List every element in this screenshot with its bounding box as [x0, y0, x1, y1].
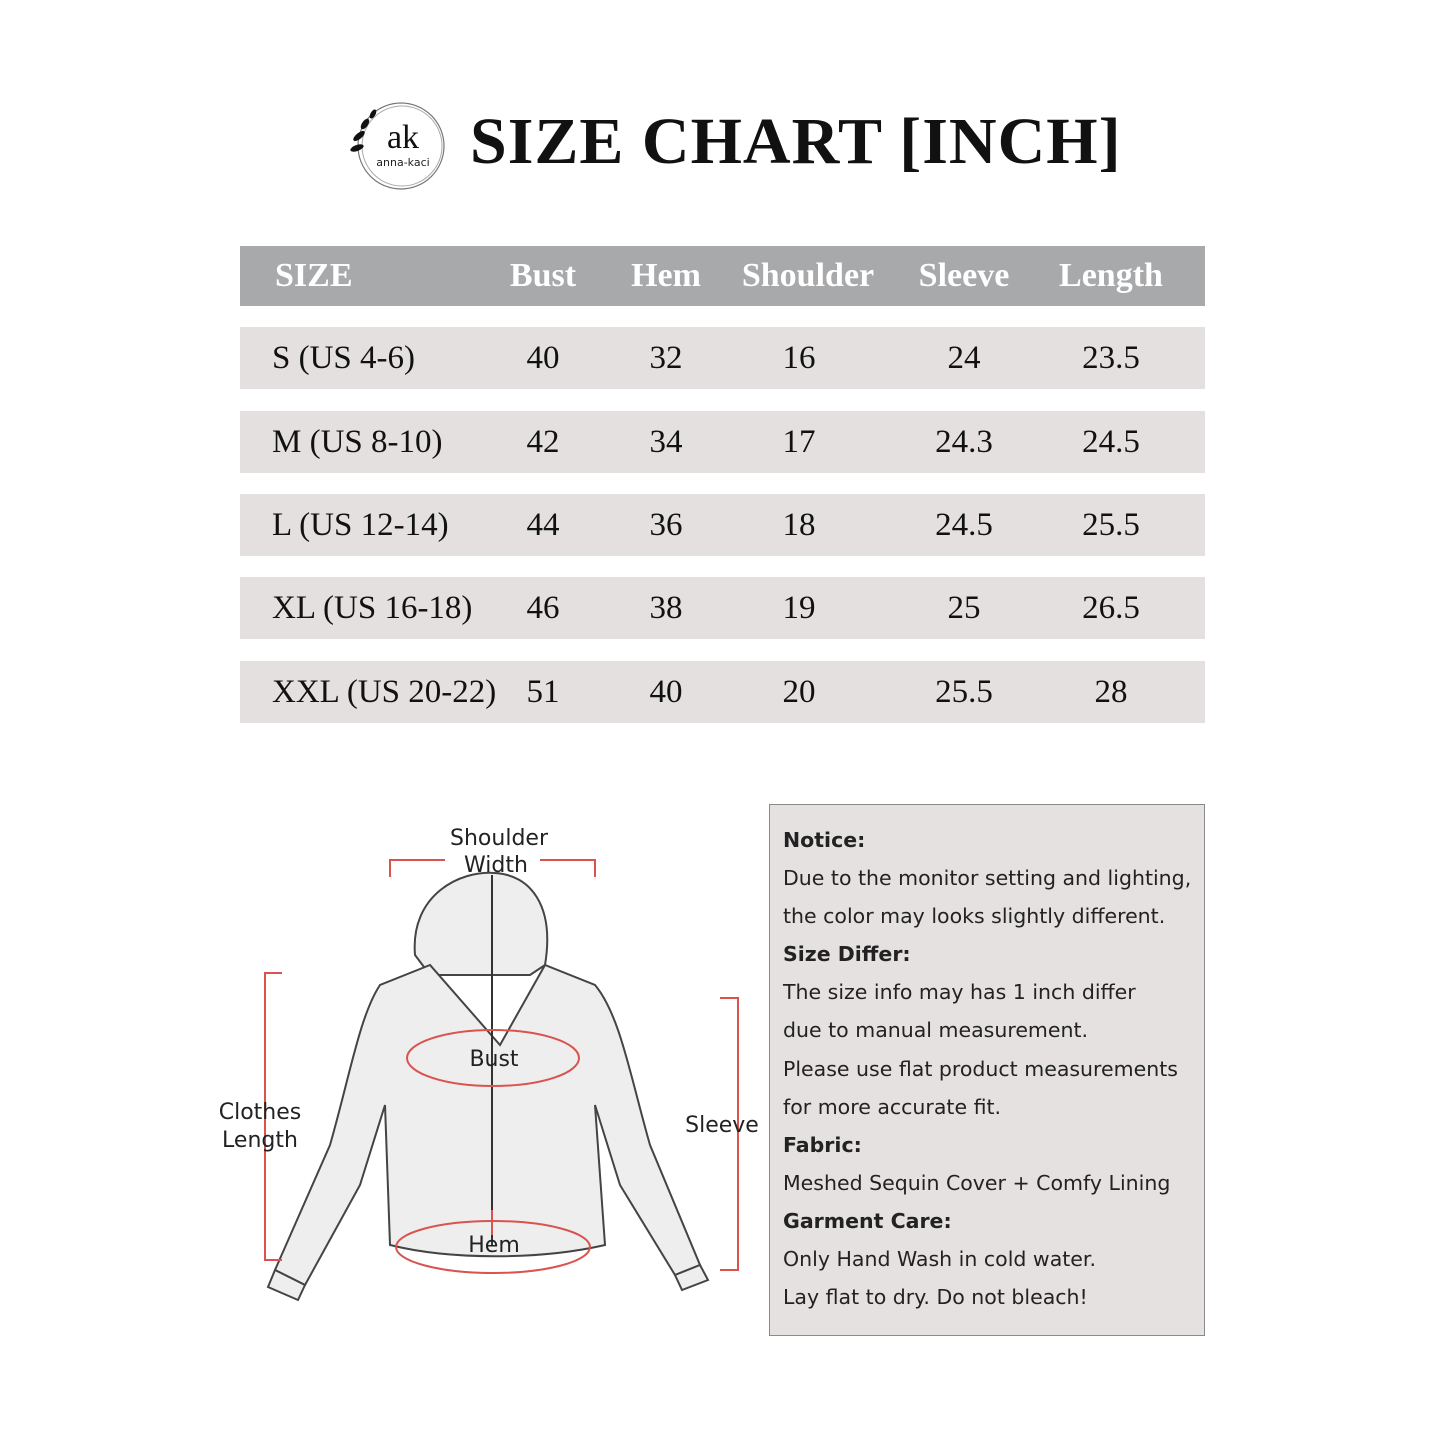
size-value: 44 — [526, 506, 560, 543]
size-value: 25 — [947, 589, 981, 626]
notice-heading: Size Differ: — [783, 942, 911, 967]
header-length: Length — [1059, 257, 1163, 294]
label-width: Width — [464, 853, 528, 878]
table-row: L (US 12-14) 44 36 18 24.5 25.5 — [240, 494, 1205, 556]
size-value: 24 — [947, 339, 981, 376]
notice-box: Notice: Due to the monitor setting and li… — [769, 804, 1205, 1336]
size-value: 20 — [782, 673, 816, 710]
notice-text: Meshed Sequin Cover + Comfy Lining — [783, 1170, 1171, 1195]
notice-text: the color may looks slightly different. — [783, 904, 1166, 929]
size-label: L (US 12-14) — [272, 506, 449, 543]
svg-text:ak: ak — [387, 119, 419, 156]
size-value: 24.5 — [935, 506, 993, 543]
size-value: 19 — [782, 589, 816, 626]
garment-diagram: Shoulder Width Bust Hem Clothes Length S… — [210, 815, 770, 1315]
header-shoulder: Shoulder — [741, 257, 875, 294]
notice-heading: Fabric: — [783, 1132, 862, 1157]
table-header: SIZE Bust Hem Shoulder Sleeve Length — [240, 246, 1205, 306]
size-label: M (US 8-10) — [272, 423, 443, 460]
size-value: 17 — [782, 423, 816, 460]
page-title: SIZE CHART [INCH] — [470, 105, 1122, 178]
notice-text: The size info may has 1 inch differ — [783, 980, 1136, 1005]
label-clothes: Clothes — [219, 1100, 302, 1125]
notice-text: Only Hand Wash in cold water. — [783, 1247, 1096, 1272]
table-row: XL (US 16-18) 46 38 19 25 26.5 — [240, 577, 1205, 639]
size-value: 16 — [782, 339, 816, 376]
size-value: 34 — [649, 423, 683, 460]
size-value: 42 — [526, 423, 560, 460]
size-value: 24.5 — [1082, 423, 1140, 460]
notice-text: for more accurate fit. — [783, 1094, 1002, 1119]
notice-heading: Notice: — [783, 828, 866, 852]
size-value: 24.3 — [935, 423, 993, 460]
notice-text: Please use flat product measurements — [783, 1056, 1178, 1081]
size-value: 26.5 — [1082, 589, 1140, 626]
size-value: 28 — [1094, 673, 1128, 710]
table-row: S (US 4-6) 40 32 16 24 23.5 — [240, 327, 1205, 389]
svg-text:anna-kaci: anna-kaci — [376, 156, 429, 169]
size-value: 23.5 — [1082, 339, 1140, 376]
table-row: M (US 8-10) 42 34 17 24.3 24.5 — [240, 411, 1205, 473]
notice-text: Due to the monitor setting and lighting, — [783, 866, 1192, 891]
header-sleeve: Sleeve — [918, 257, 1010, 294]
label-sleeve: Sleeve — [685, 1113, 759, 1138]
size-value: 25.5 — [1082, 506, 1140, 543]
size-label: XXL (US 20-22) — [272, 673, 497, 710]
size-value: 51 — [526, 673, 560, 710]
size-value: 36 — [649, 506, 683, 543]
label-bust: Bust — [469, 1047, 518, 1072]
size-value: 46 — [526, 589, 560, 626]
size-value: 25.5 — [935, 673, 993, 710]
size-value: 40 — [526, 339, 560, 376]
header-bust: Bust — [509, 257, 577, 294]
header-size: SIZE — [275, 257, 353, 294]
notice-text: due to manual measurement. — [783, 1018, 1089, 1043]
size-value: 32 — [649, 339, 683, 376]
notice-text: Lay flat to dry. Do not bleach! — [783, 1285, 1088, 1310]
brand-logo: ak anna-kaci — [345, 96, 451, 190]
notice-heading: Garment Care: — [783, 1208, 952, 1233]
size-label: S (US 4-6) — [272, 339, 416, 376]
size-value: 40 — [649, 673, 683, 710]
label-hem: Hem — [468, 1233, 520, 1258]
size-label: XL (US 16-18) — [272, 589, 473, 626]
size-value: 38 — [649, 589, 683, 626]
header-hem: Hem — [631, 257, 701, 294]
label-length: Length — [222, 1128, 298, 1153]
size-value: 18 — [782, 506, 816, 543]
table-row: XXL (US 20-22) 51 40 20 25.5 28 — [240, 661, 1205, 723]
label-shoulder: Shoulder — [450, 826, 549, 851]
